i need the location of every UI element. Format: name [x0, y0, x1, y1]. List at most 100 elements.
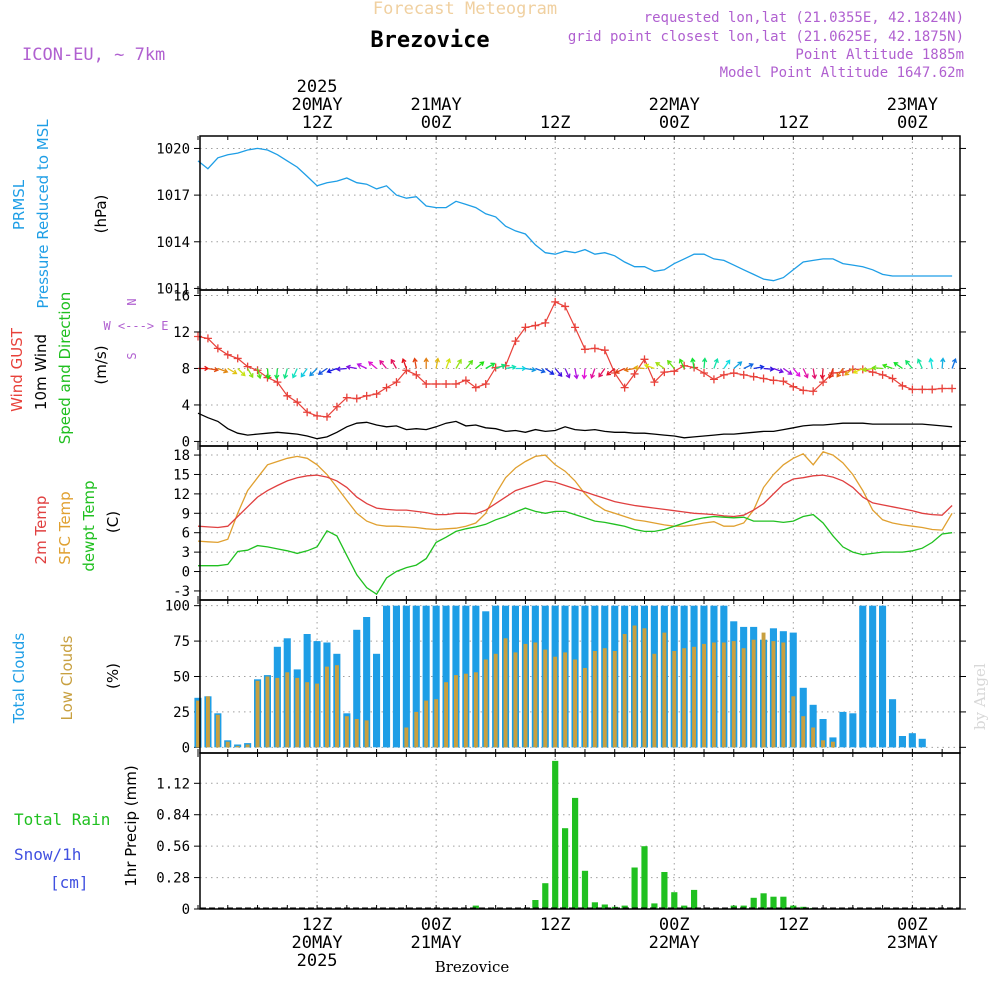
y-tick-label: 1020 [156, 141, 190, 157]
gust-marker [412, 370, 421, 379]
total-cloud-bar [402, 605, 410, 748]
gust-marker [918, 385, 927, 394]
gust-marker [382, 383, 391, 392]
low-cloud-bar [434, 699, 439, 748]
y-tick-label: 100 [165, 599, 190, 615]
wind-direction-arrow [783, 367, 793, 375]
low-cloud-bar [573, 659, 577, 748]
y-tick-label: 12 [173, 325, 190, 341]
low-cloud-bar [751, 639, 756, 748]
y-tick-label: 0 [182, 565, 190, 581]
gust-marker [194, 332, 203, 341]
low-cloud-bar [682, 648, 687, 748]
pressure-label-unit: (hPa) [92, 195, 110, 234]
low-cloud-bar [295, 677, 300, 748]
panel-frame [199, 445, 961, 601]
rain-bar [790, 905, 797, 909]
compass-south: S [125, 352, 139, 359]
low-cloud-bar [801, 716, 806, 748]
y-tick-label: 0.84 [156, 808, 190, 824]
wind-direction-arrow [678, 358, 685, 369]
rain-bar [601, 904, 608, 909]
gust-marker [213, 344, 222, 353]
y-tick-label: 8 [182, 361, 190, 377]
low-cloud-bar [483, 659, 488, 748]
low-cloud-bar [265, 676, 270, 748]
y-tick-label: 1017 [156, 188, 190, 204]
low-cloud-bar [473, 672, 478, 748]
low-cloud-bar [235, 745, 240, 748]
total-cloud-bar [918, 738, 926, 748]
wind-direction-arrow [940, 357, 946, 369]
wind-direction-arrow [836, 368, 844, 378]
gust-marker [342, 393, 351, 402]
gust-marker [789, 382, 798, 391]
wind-direction-arrow [300, 368, 308, 378]
y-tick-label: 6 [182, 526, 190, 542]
gridpoint-coords: grid point closest lon,lat (21.0625E, 42… [568, 29, 964, 45]
rain-bar [750, 897, 757, 909]
wind-direction-arrow [237, 368, 246, 377]
low-cloud-bar [592, 651, 597, 748]
footer-location: Brezovice [435, 958, 510, 976]
top-axis-date: 20MAY [291, 95, 342, 115]
pressure-label-prmsl: PRMSL [10, 179, 28, 230]
panel-frame [199, 135, 961, 291]
bottom-axis-hour: 00Z [897, 915, 928, 935]
gust-marker [531, 321, 540, 330]
rain-bar [730, 905, 737, 909]
wind-direction-arrow [690, 357, 696, 369]
low-cloud-bar [275, 677, 280, 748]
rain-bar [760, 893, 767, 909]
wind-direction-arrow [811, 368, 818, 380]
total-cloud-bar [819, 719, 827, 748]
bottom-axis-date: 22MAY [649, 933, 700, 953]
wind-direction-arrow [623, 367, 635, 373]
wind-direction-arrow [309, 368, 318, 377]
compass-west-east: W <---> E [103, 319, 168, 333]
pressure-line [197, 147, 953, 282]
wind-direction-arrow [317, 367, 328, 375]
y-tick-label: 75 [173, 634, 190, 650]
model-altitude: Model Point Altitude 1647.62m [720, 65, 964, 81]
wind-direction-arrow [505, 364, 517, 370]
low-cloud-bar [821, 740, 825, 748]
top-axis-date: 23MAY [887, 95, 938, 115]
gust-marker [293, 398, 302, 407]
low-cloud-bar [513, 652, 518, 748]
wind-label-unit: (m/s) [92, 345, 110, 384]
y-tick-label: 0.56 [156, 839, 190, 855]
rain-bar [532, 900, 539, 909]
low-cloud-bar [196, 700, 200, 748]
rain-bar [691, 889, 698, 909]
wind-direction-arrow [274, 368, 280, 380]
gust-marker [739, 370, 748, 379]
gust-marker [511, 337, 520, 346]
wind-direction-arrow [792, 368, 801, 378]
rain-bar [651, 903, 658, 909]
y-tick-label: 12 [173, 487, 190, 503]
gust-marker [590, 344, 599, 353]
total-cloud-bar [392, 605, 400, 748]
low-cloud-bar [225, 741, 230, 748]
low-cloud-bar [791, 696, 796, 748]
y-tick-label: 0 [182, 902, 190, 918]
wind-direction-arrow [723, 359, 731, 369]
low-cloud-bar [652, 653, 657, 748]
gust-marker [461, 376, 470, 385]
temperature-panel: -3 0 3 6 9 12 15 18 2m Temp SFC Temp dewpt Temp (C) [32, 445, 966, 601]
wind-direction-arrow [356, 363, 367, 370]
low-cloud-bar [642, 628, 647, 748]
requested-coords: requested lon,lat (21.0355E, 42.1824N) [644, 10, 964, 26]
top-axis-hour: 12Z [778, 113, 809, 133]
gust-marker [471, 383, 480, 392]
low-cloud-bar [523, 643, 528, 748]
bottom-axis-hour: 12Z [778, 915, 809, 935]
y-tick-label: 15 [173, 467, 190, 483]
low-cloud-bar [831, 741, 835, 748]
wind-label-speed: 10m Wind [32, 334, 50, 410]
wind-direction-arrow [916, 358, 923, 369]
wind-direction-arrow [893, 361, 903, 370]
rain-bar [581, 870, 589, 909]
gust-marker [541, 318, 550, 327]
